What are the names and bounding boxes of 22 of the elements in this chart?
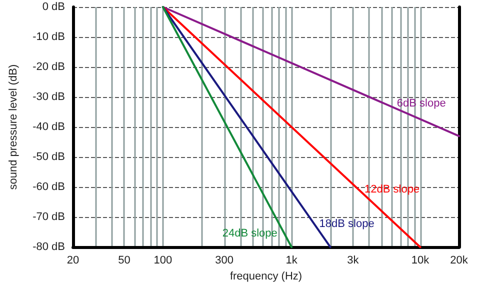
series-label: 6dB slope	[396, 98, 446, 110]
series-label: 18dB slope	[319, 218, 374, 230]
x-axis-title: frequency (Hz)	[230, 270, 302, 282]
x-tick-label: 50	[118, 254, 130, 267]
y-tick-label: -10 dB	[32, 31, 65, 44]
x-tick-label: 1k	[286, 254, 298, 267]
y-tick-label: -40 dB	[32, 121, 65, 134]
x-tick-label: 20k	[450, 254, 468, 267]
y-tick-label: -80 dB	[32, 241, 65, 254]
y-tick-label: -30 dB	[32, 91, 65, 104]
y-tick-label: -70 dB	[32, 211, 65, 224]
y-tick-label: -20 dB	[32, 61, 65, 74]
x-tick-label: 100	[154, 254, 172, 267]
x-tick-label: 10k	[411, 254, 430, 267]
x-tick-label: 20	[66, 254, 80, 267]
y-tick-label: -50 dB	[32, 151, 65, 164]
x-tick-label: 3k	[347, 254, 360, 267]
x-tick-label: 300	[215, 254, 234, 267]
y-axis-title: sound pressure level (dB)	[8, 64, 20, 190]
series-label: 24dB slope	[222, 228, 278, 240]
y-tick-label: -60 dB	[32, 181, 65, 194]
y-tick-label: 0 dB	[42, 1, 65, 13]
